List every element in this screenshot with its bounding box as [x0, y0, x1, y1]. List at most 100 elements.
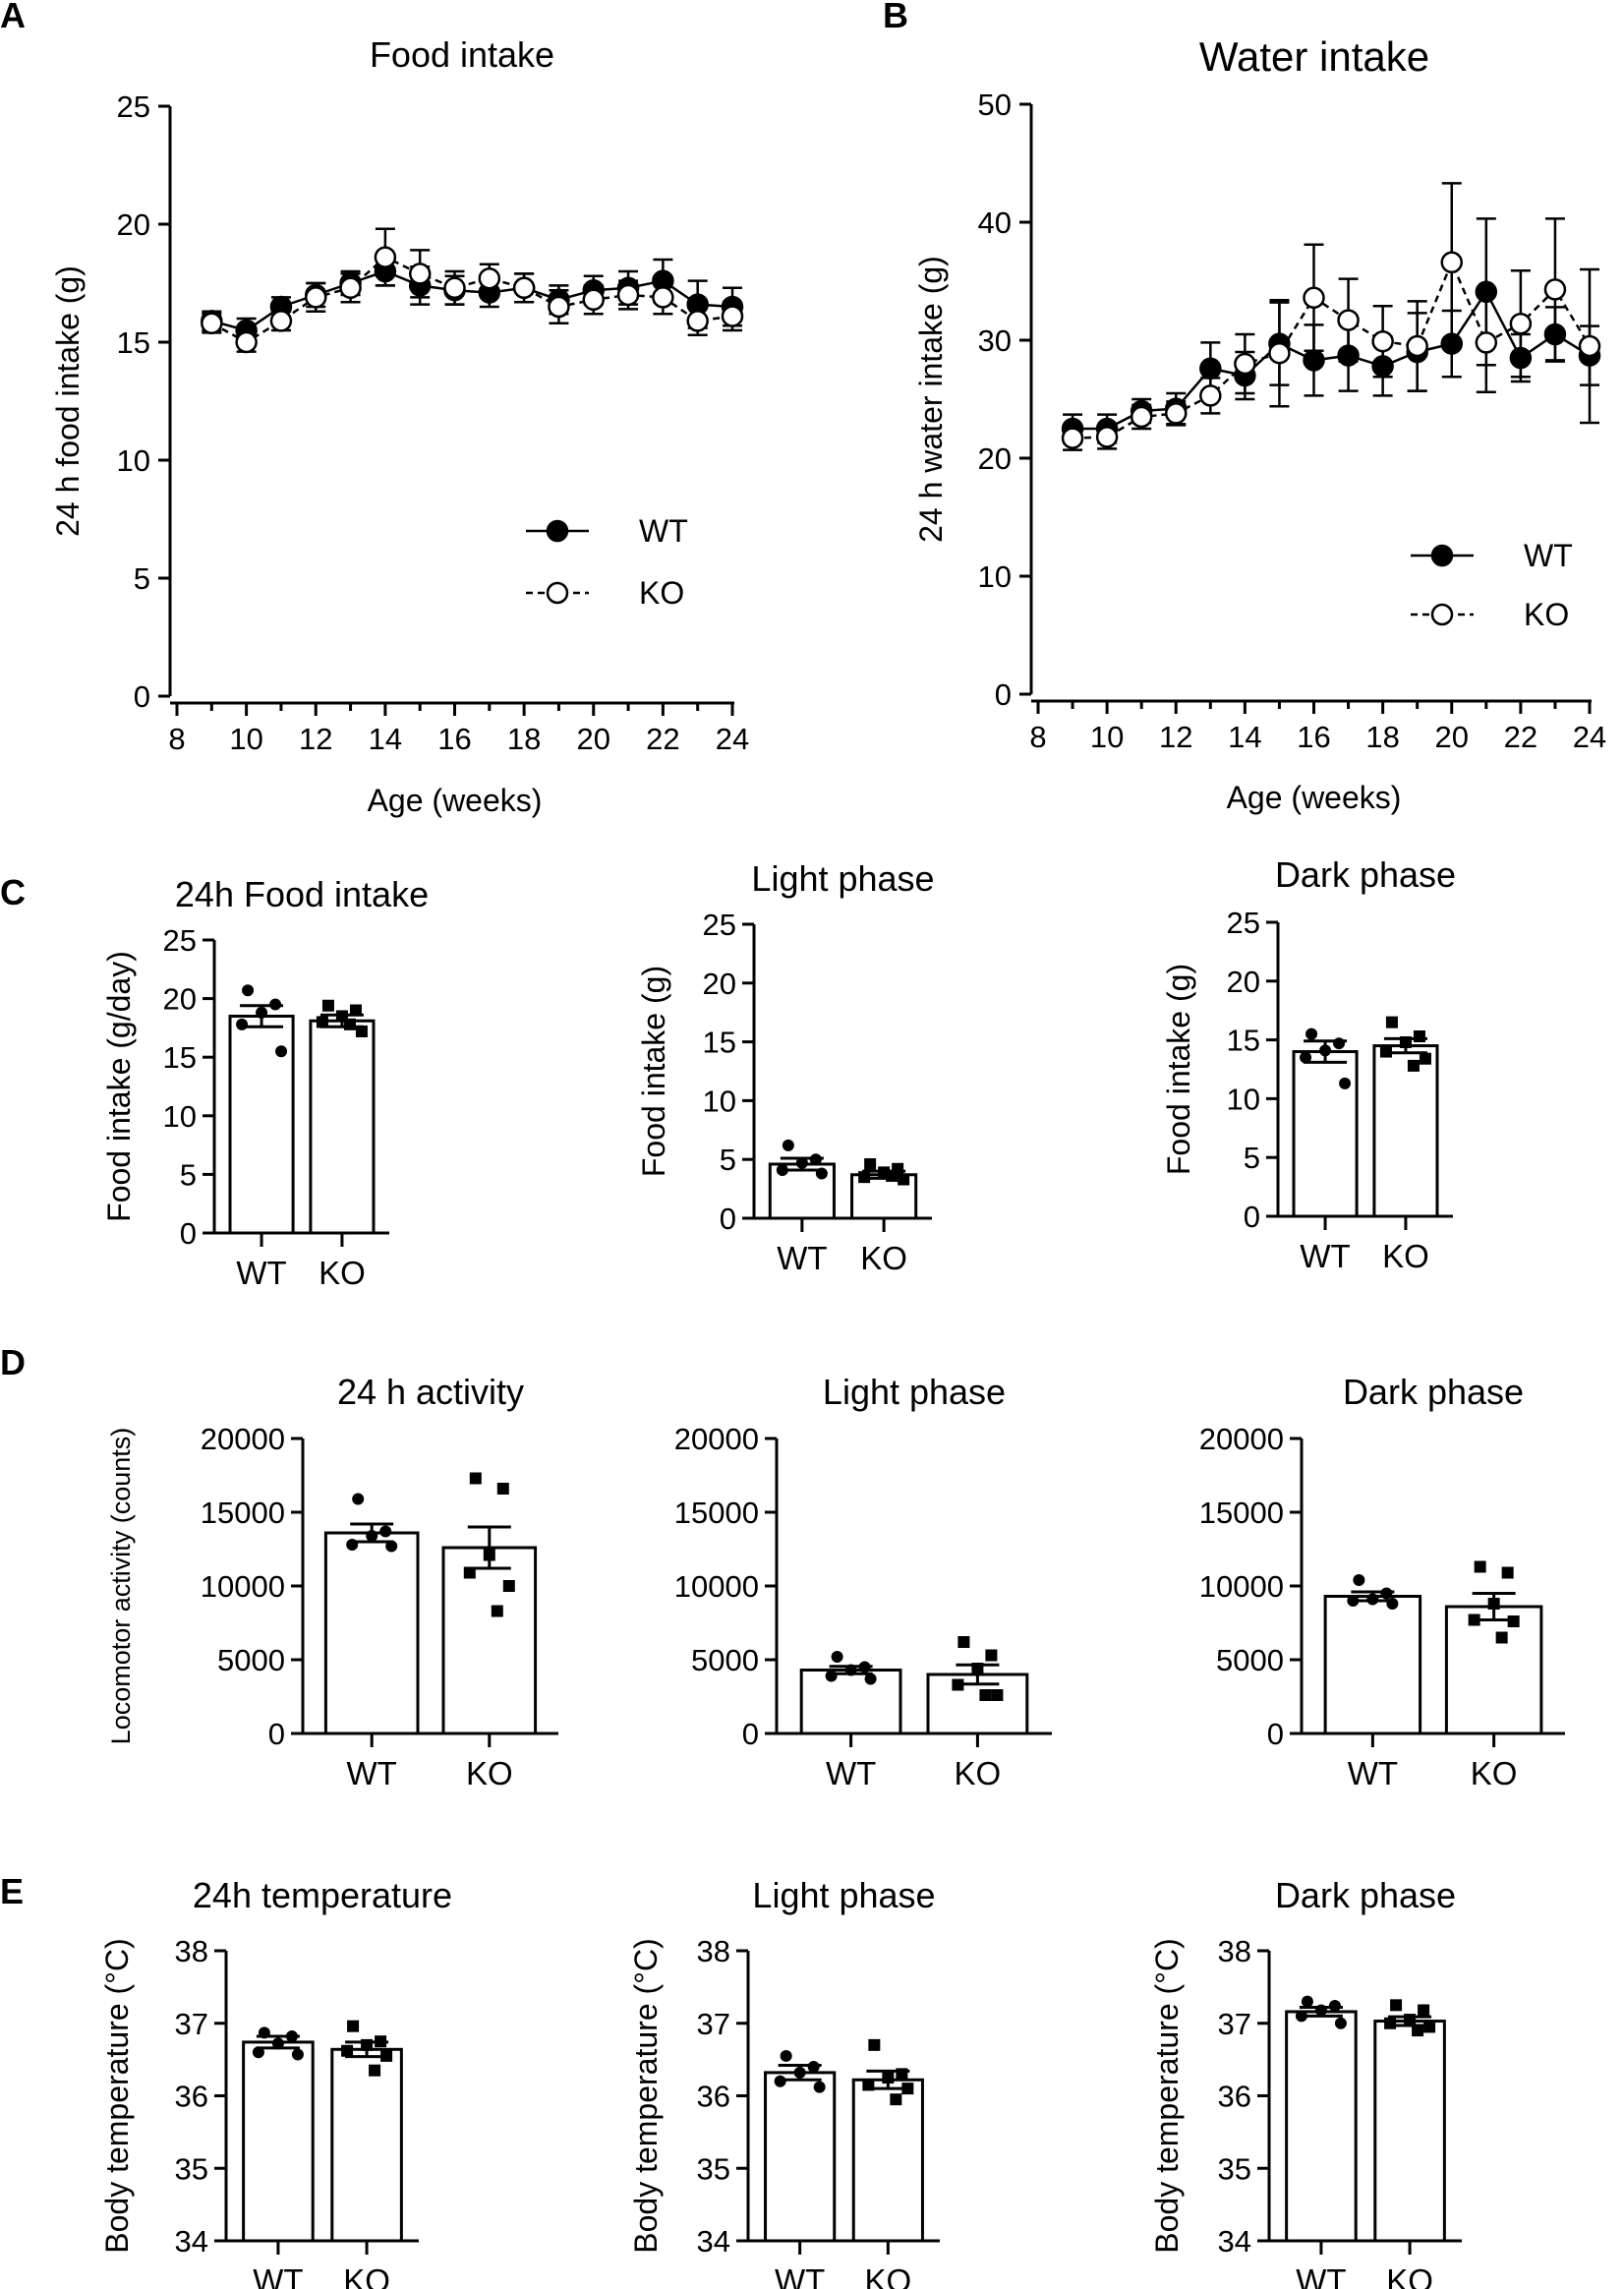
data-point-wt	[1366, 1593, 1379, 1606]
data-point-ko	[901, 2083, 914, 2095]
data-point	[269, 310, 293, 332]
data-point	[1475, 331, 1498, 354]
data-point-wt	[275, 1045, 288, 1058]
data-point-wt	[352, 1493, 365, 1505]
data-point-wt	[1386, 1598, 1399, 1610]
y-tick-label: 36	[1218, 2080, 1251, 2114]
x-tick-label: KO	[1471, 1755, 1518, 1791]
data-point-wt	[793, 2066, 806, 2079]
data-point-ko	[1385, 1016, 1398, 1028]
data-point-wt	[807, 2061, 820, 2073]
panel-label-b: B	[883, 0, 908, 35]
data-point-wt	[269, 998, 282, 1011]
data-point-wt	[256, 1006, 268, 1019]
y-tick-label: 34	[1218, 2224, 1251, 2259]
data-point-wt	[809, 1153, 822, 1166]
data-point-wt	[858, 1661, 871, 1673]
y-tick-label: 10	[978, 559, 1012, 594]
data-point-ko	[1501, 1566, 1514, 1579]
x-tick-label: WT	[777, 1240, 827, 1276]
data-point-ko	[491, 1605, 503, 1617]
x-tick-label: WT	[253, 2262, 303, 2289]
data-point-wt	[1305, 1027, 1318, 1040]
legend-filled-circle	[1430, 544, 1454, 567]
y-tick-label: 30	[978, 323, 1012, 358]
y-tick-label: 0	[268, 1717, 285, 1751]
data-point-ko	[991, 1689, 1004, 1701]
data-point-ko	[1407, 1059, 1420, 1072]
data-point	[721, 305, 744, 327]
data-point-wt	[1319, 1044, 1332, 1057]
data-point-ko	[868, 2038, 881, 2051]
data-point	[201, 312, 223, 335]
x-tick-label: 16	[437, 722, 471, 756]
data-point	[652, 286, 674, 309]
y-tick-label: 35	[1218, 2151, 1251, 2186]
data-point-ko	[896, 2068, 908, 2081]
data-point-wt	[1334, 2017, 1347, 2029]
y-tick-label: 15	[703, 1026, 736, 1060]
y-tick-label: 35	[175, 2151, 208, 2186]
data-point-wt	[252, 2046, 264, 2059]
data-point-wt	[291, 2048, 304, 2061]
y-tick-label: 36	[175, 2080, 208, 2114]
data-point	[1406, 334, 1428, 358]
data-point-wt	[1300, 1051, 1312, 1064]
panel-label-d: D	[0, 1342, 26, 1382]
y-axis-label: Locomotor activity (counts)	[106, 1428, 136, 1745]
data-point-ko	[1418, 2004, 1430, 2017]
x-tick-label: KO	[343, 2262, 390, 2289]
y-axis-label: Body temperature (°C)	[628, 1938, 664, 2253]
chart-title: Dark phase	[1275, 854, 1456, 895]
data-point-wt	[825, 1670, 838, 1682]
y-axis-label: 24 h food intake (g)	[50, 265, 86, 537]
data-point-wt	[844, 1664, 857, 1676]
data-point-wt	[1347, 1595, 1360, 1607]
data-point	[235, 330, 258, 354]
data-point-ko	[952, 1678, 964, 1691]
data-point-wt	[782, 1139, 794, 1151]
y-tick-label: 50	[978, 88, 1012, 122]
bar-ko	[330, 2047, 403, 2243]
data-point-wt	[864, 1673, 877, 1685]
y-tick-label: 5	[1244, 1141, 1260, 1175]
series-line	[1073, 289, 1591, 431]
y-tick-label: 25	[1227, 906, 1260, 940]
data-point	[305, 286, 327, 309]
y-tick-label: 10	[703, 1084, 736, 1118]
data-point	[478, 266, 501, 290]
data-point-ko	[862, 2079, 875, 2091]
data-point	[548, 295, 570, 319]
charts: 0 5 10 15 20 25 8 10 12 14 16 18 20 22 24 Food intake Ag…	[50, 33, 1606, 2289]
y-tick-label: 36	[697, 2080, 730, 2114]
bar-ko	[441, 1546, 538, 1735]
data-point-ko	[361, 2038, 374, 2051]
data-point	[1061, 427, 1084, 449]
data-point-ko	[979, 1689, 992, 1701]
y-tick-label: 20	[978, 441, 1012, 476]
bar-ko	[1373, 2020, 1446, 2243]
data-point	[1165, 402, 1188, 425]
y-tick-label: 5000	[691, 1643, 759, 1677]
y-tick-label: 25	[117, 89, 150, 124]
data-point	[1199, 384, 1222, 407]
data-point	[1199, 357, 1222, 381]
chart-e2: 34 35 36 37 38 Light phase Body temperature (°…	[628, 1875, 940, 2289]
y-tick-label: 20	[1227, 965, 1260, 999]
panel-label-e: E	[0, 1871, 24, 1911]
data-point	[443, 276, 466, 300]
y-tick-label: 15000	[201, 1496, 285, 1530]
data-point-ko	[858, 1171, 871, 1184]
bar-wt	[242, 2040, 315, 2243]
data-point-wt	[346, 1539, 359, 1551]
chart-title: 24 h activity	[337, 1372, 524, 1412]
series-ko	[1061, 182, 1601, 451]
chart-title: Water intake	[1199, 33, 1429, 80]
chart-d2: 0 5000 10000 15000 20000 Light phase WT KO	[674, 1372, 1052, 1791]
bar-wt	[323, 1531, 420, 1735]
chart-d3: 0 5000 10000 15000 20000 Dark phase WT KO	[1199, 1372, 1565, 1791]
x-tick-label: 20	[577, 722, 610, 756]
bar-wt	[764, 2071, 837, 2243]
data-point-wt	[780, 2049, 792, 2062]
data-point	[1095, 426, 1119, 448]
